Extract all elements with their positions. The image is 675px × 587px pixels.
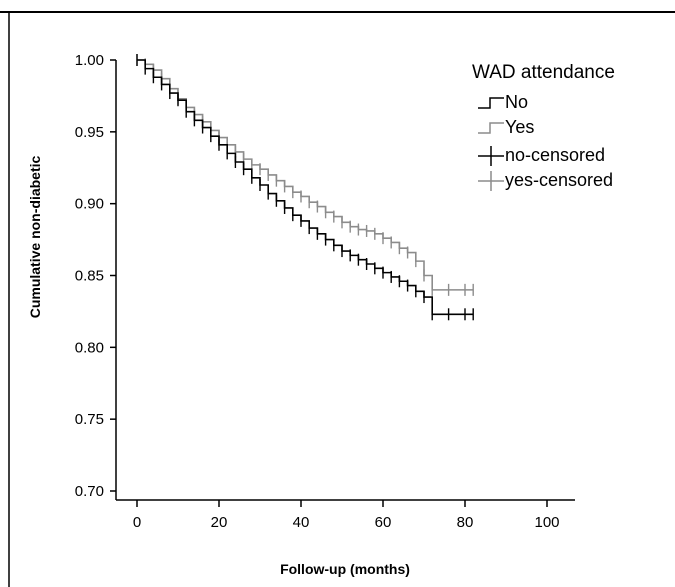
- y-tick-label: 0.85: [75, 268, 104, 285]
- legend-entry-no: No: [478, 92, 528, 112]
- x-tick-label: 0: [133, 514, 141, 531]
- y-axis-title: Cumulative non-diabetic: [27, 156, 43, 319]
- x-tick-label: 100: [534, 514, 559, 531]
- x-ticks: 0 20 40 60 80 100: [133, 500, 560, 531]
- series-layer: [136, 54, 474, 321]
- legend-step-symbol-yes: [478, 122, 504, 134]
- legend-entry-yes-censored: yes-censored: [478, 170, 613, 191]
- x-axis-title: Follow-up (months): [280, 561, 410, 577]
- legend: WAD attendance No Yes no-censored yes-ce…: [472, 62, 615, 191]
- series-no: [136, 54, 474, 321]
- legend-label-no-censored: no-censored: [505, 145, 605, 165]
- legend-label-yes-censored: yes-censored: [505, 170, 613, 190]
- legend-entry-yes: Yes: [478, 117, 534, 137]
- legend-label-yes: Yes: [505, 117, 534, 137]
- x-tick-label: 60: [375, 514, 392, 531]
- x-tick-label: 20: [211, 514, 228, 531]
- legend-label-no: No: [505, 92, 528, 112]
- y-tick-label: 0.80: [75, 339, 104, 356]
- series-line-no: [137, 59, 474, 316]
- series-line-yes: [137, 59, 474, 291]
- legend-censor-symbol-yes: [478, 171, 504, 191]
- y-ticks: 0.70 0.75 0.80 0.85 0.90 0.95 1.00: [75, 52, 116, 500]
- y-tick-label: 1.00: [75, 52, 104, 69]
- x-tick-label: 40: [293, 514, 310, 531]
- legend-title: WAD attendance: [472, 62, 615, 83]
- x-axis: 0 20 40 60 80 100: [116, 499, 575, 531]
- y-tick-label: 0.75: [75, 411, 104, 428]
- y-axis: 0.70 0.75 0.80 0.85 0.90 0.95 1.00: [75, 52, 117, 500]
- legend-censor-symbol-no: [478, 146, 504, 166]
- y-tick-label: 0.95: [75, 124, 104, 141]
- y-tick-label: 0.70: [75, 483, 104, 500]
- y-tick-label: 0.90: [75, 196, 104, 213]
- legend-step-symbol-no: [478, 97, 504, 109]
- x-tick-label: 80: [457, 514, 474, 531]
- series-yes: [136, 54, 474, 296]
- legend-entry-no-censored: no-censored: [478, 145, 605, 166]
